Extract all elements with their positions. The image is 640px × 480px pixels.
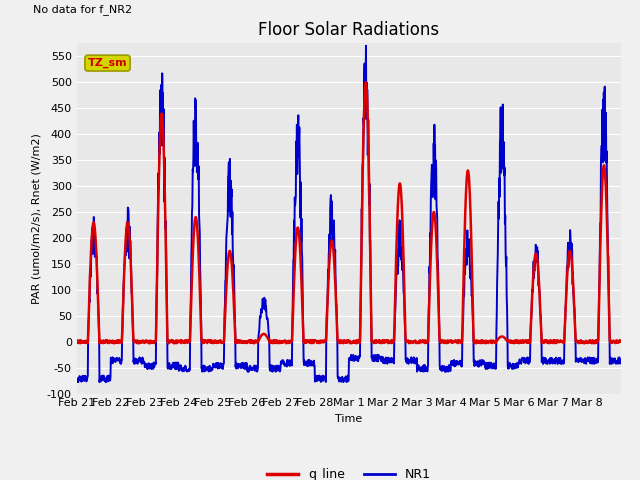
q_line — [158, 111, 166, 117]
Line: NR1: NR1 — [77, 46, 621, 382]
NR1 — [557, 360, 565, 366]
Title: Floor Solar Radiations: Floor Solar Radiations — [258, 21, 440, 39]
q_line — [611, 339, 618, 345]
Line: q_line: q_line — [77, 83, 621, 343]
Text: TZ_sm: TZ_sm — [88, 58, 127, 68]
Y-axis label: PAR (umol/m2/s), Rnet (W/m2): PAR (umol/m2/s), Rnet (W/m2) — [31, 133, 42, 304]
NR1 — [158, 71, 166, 76]
NR1 — [335, 376, 342, 382]
NR1 — [95, 379, 103, 385]
NR1 — [73, 376, 81, 382]
q_line — [73, 339, 81, 345]
NR1 — [362, 43, 370, 48]
q_line — [617, 338, 625, 344]
q_line — [477, 340, 485, 346]
NR1 — [617, 358, 625, 363]
Legend: q_line, NR1: q_line, NR1 — [262, 463, 436, 480]
NR1 — [324, 276, 332, 281]
q_line — [362, 80, 369, 85]
NR1 — [611, 356, 618, 362]
X-axis label: Time: Time — [335, 414, 362, 424]
NR1 — [477, 361, 485, 367]
Text: No data for f_NR2: No data for f_NR2 — [33, 4, 132, 15]
q_line — [557, 339, 565, 345]
q_line — [324, 286, 332, 292]
q_line — [335, 338, 342, 344]
q_line — [481, 340, 489, 346]
